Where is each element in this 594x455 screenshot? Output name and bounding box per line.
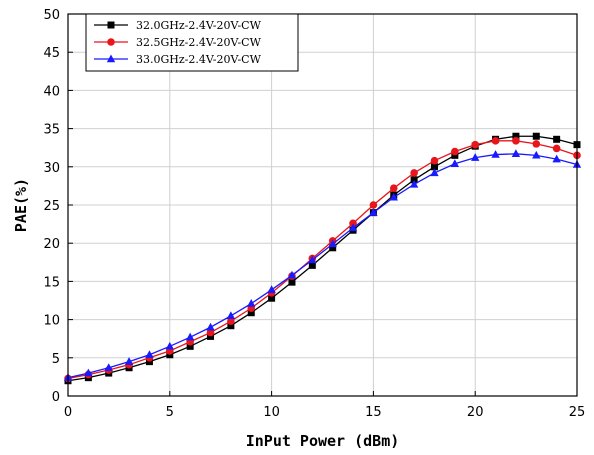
y-axis-title: PAE(%): [12, 178, 30, 232]
x-tick-label: 20: [467, 405, 484, 420]
data-point: [491, 137, 500, 145]
series-2: [64, 137, 581, 383]
data-point: [166, 351, 174, 359]
data-point: [409, 179, 419, 188]
data-point: [328, 239, 337, 248]
data-point: [430, 163, 438, 171]
y-tick-label: 25: [43, 199, 60, 214]
series-layer: [63, 132, 582, 385]
data-point: [308, 255, 317, 264]
data-point: [207, 332, 215, 340]
data-point: [226, 311, 236, 319]
legend-marker: [106, 54, 116, 63]
data-point: [532, 132, 540, 140]
axis-ticks: 0 5 10 15 20 25 0 5 10 15 20 25 30 35 40 45 50: [43, 8, 585, 420]
data-point: [552, 154, 561, 163]
data-point: [227, 317, 235, 325]
y-tick-label: 45: [43, 46, 60, 61]
data-point: [552, 144, 561, 153]
x-axis-title: InPut Power (dBm): [246, 432, 400, 450]
data-point: [512, 137, 520, 145]
data-point: [491, 150, 500, 158]
data-point: [268, 294, 276, 302]
series-line: [67, 153, 578, 379]
data-point: [389, 192, 398, 201]
data-point: [430, 168, 439, 177]
data-point: [267, 285, 276, 294]
data-point: [471, 153, 480, 161]
data-point: [532, 140, 541, 148]
y-tick-label: 40: [43, 84, 60, 99]
x-tick-label: 10: [263, 405, 280, 420]
data-point: [165, 341, 174, 350]
y-tick-label: 10: [43, 314, 60, 329]
data-point: [104, 363, 113, 371]
data-point: [206, 328, 215, 337]
data-point: [369, 201, 378, 209]
legend-label: 32.5GHz-2.4V-20V-CW: [136, 36, 262, 49]
data-point: [389, 184, 398, 192]
data-point: [287, 270, 297, 279]
data-point: [329, 244, 337, 252]
data-point: [227, 322, 235, 330]
grid: [68, 14, 577, 396]
data-point: [247, 309, 255, 317]
y-tick-label: 15: [43, 275, 60, 290]
x-tick-label: 15: [365, 405, 382, 420]
data-point: [532, 150, 541, 159]
data-point: [410, 176, 418, 184]
data-point: [410, 169, 418, 177]
legend-label: 32.0GHz-2.4V-20V-CW: [136, 19, 262, 32]
y-tick-label: 50: [43, 8, 60, 23]
data-point: [471, 140, 480, 149]
series-line: [67, 140, 578, 380]
y-tick-label: 35: [43, 123, 60, 138]
x-tick-label: 25: [569, 405, 586, 420]
y-tick-label: 5: [52, 352, 60, 367]
data-point: [430, 156, 439, 165]
y-tick-label: 20: [43, 237, 60, 252]
x-tick-label: 0: [64, 405, 72, 420]
data-point: [206, 322, 215, 331]
y-tick-label: 30: [43, 161, 60, 176]
data-point: [451, 151, 459, 159]
legend-marker: [107, 38, 115, 46]
data-point: [369, 208, 378, 216]
data-point: [247, 299, 256, 307]
data-point: [349, 219, 357, 228]
data-point: [288, 278, 296, 286]
data-point: [186, 342, 194, 350]
data-point: [308, 261, 316, 269]
data-point: [145, 350, 154, 358]
data-point: [348, 223, 358, 232]
data-point: [84, 368, 93, 377]
x-tick-label: 5: [166, 405, 174, 420]
data-point: [185, 332, 195, 341]
series-1: [64, 132, 581, 385]
data-point: [511, 149, 521, 158]
data-point: [553, 135, 561, 143]
data-point: [124, 357, 134, 365]
legend-label: 33.0GHz-2.4V-20V-CW: [136, 53, 262, 66]
series-line: [67, 135, 578, 382]
legend: 32.0GHz-2.4V-20V-CW 32.5GHz-2.4V-20V-CW 33…: [85, 13, 299, 72]
data-point: [451, 147, 459, 156]
data-point: [512, 132, 520, 140]
legend-marker: [107, 21, 115, 29]
data-point: [450, 159, 460, 167]
series-3: [63, 149, 582, 381]
y-tick-label: 0: [52, 390, 60, 405]
data-point: [145, 358, 153, 366]
